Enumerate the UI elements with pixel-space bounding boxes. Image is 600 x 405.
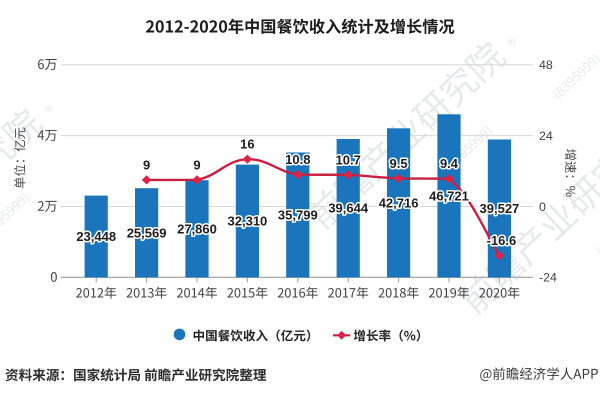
svg-text:24: 24 [539, 129, 553, 143]
svg-text:23,448: 23,448 [76, 229, 116, 244]
svg-text:39,527: 39,527 [480, 201, 520, 216]
svg-text:16: 16 [240, 137, 254, 152]
svg-text:-16.6: -16.6 [487, 233, 517, 248]
svg-text:-24: -24 [539, 271, 557, 285]
svg-text:35,799: 35,799 [278, 207, 318, 222]
svg-text:39,644: 39,644 [328, 201, 369, 216]
svg-text:32,310: 32,310 [228, 214, 268, 229]
svg-text:42,716: 42,716 [379, 195, 419, 210]
svg-text:0: 0 [539, 200, 546, 214]
svg-text:46,721: 46,721 [429, 188, 469, 203]
svg-text:9.5: 9.5 [390, 156, 408, 171]
svg-text:9: 9 [143, 157, 150, 172]
svg-text:9: 9 [193, 157, 200, 172]
svg-text:10.7: 10.7 [336, 152, 361, 167]
svg-text:25,569: 25,569 [127, 225, 167, 240]
svg-text:9.4: 9.4 [440, 156, 459, 171]
svg-text:10.8: 10.8 [285, 152, 310, 167]
svg-text:48: 48 [539, 58, 553, 72]
svg-text:27,860: 27,860 [177, 221, 217, 236]
